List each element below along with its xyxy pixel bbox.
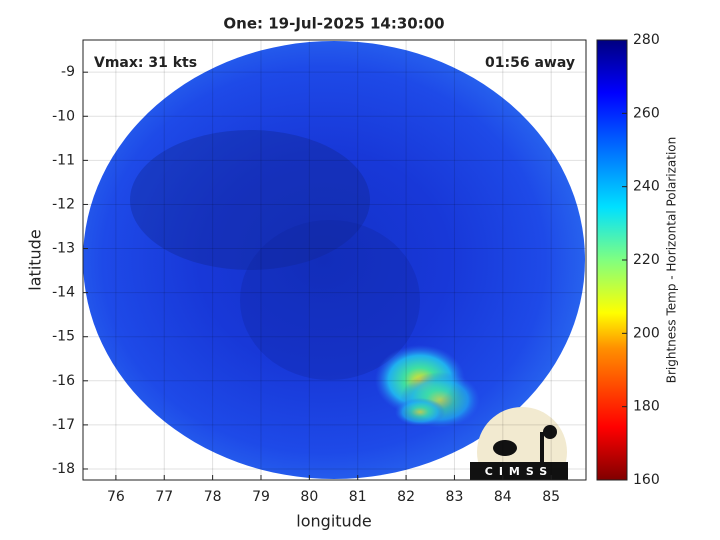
colorbar-tick-label: 160 (633, 472, 660, 488)
y-axis-label: latitude (26, 229, 45, 290)
x-tick-label: 76 (107, 489, 125, 505)
time-annotation: 01:56 away (485, 55, 575, 71)
x-axis-label: longitude (296, 512, 371, 531)
satellite-image: CIMSS (83, 41, 585, 480)
y-tick-label: -17 (52, 417, 75, 433)
y-tick-label: -10 (52, 108, 75, 124)
colorbar-tick-label: 240 (633, 179, 660, 195)
y-tick-label: -13 (52, 241, 75, 257)
x-tick-label: 80 (300, 489, 318, 505)
y-tick-label: -11 (52, 152, 75, 168)
x-tick-label: 79 (252, 489, 270, 505)
x-tick-label: 78 (204, 489, 222, 505)
colorbar-tick-label: 220 (633, 252, 660, 268)
chart-title: One: 19-Jul-2025 14:30:00 (223, 15, 444, 33)
x-tick-label: 83 (446, 489, 464, 505)
plot-frame (82, 39, 587, 481)
y-tick-label: -15 (52, 329, 75, 345)
colorbar-tick-label: 280 (633, 32, 660, 48)
x-tick-label: 85 (542, 489, 560, 505)
colorbar-label: Brightness Temp - Horizontal Polarizatio… (665, 137, 679, 384)
y-tick-label: -16 (52, 373, 75, 389)
cimss-logo: CIMSS (470, 407, 568, 480)
colorbar-tick-label: 200 (633, 325, 660, 341)
x-tick-label: 81 (349, 489, 367, 505)
colorbar-tick-label: 180 (633, 399, 660, 415)
logo-text: CIMSS (485, 465, 553, 478)
x-tick-label: 82 (397, 489, 415, 505)
x-tick-label: 77 (155, 489, 173, 505)
colorbar-tick-label: 260 (633, 105, 660, 121)
vmax-annotation: Vmax: 31 kts (94, 55, 197, 71)
y-tick-label: -12 (52, 196, 75, 212)
y-tick-label: -14 (52, 285, 75, 301)
y-tick-label: -9 (61, 64, 75, 80)
x-tick-label: 84 (494, 489, 512, 505)
y-tick-label: -18 (52, 461, 75, 477)
